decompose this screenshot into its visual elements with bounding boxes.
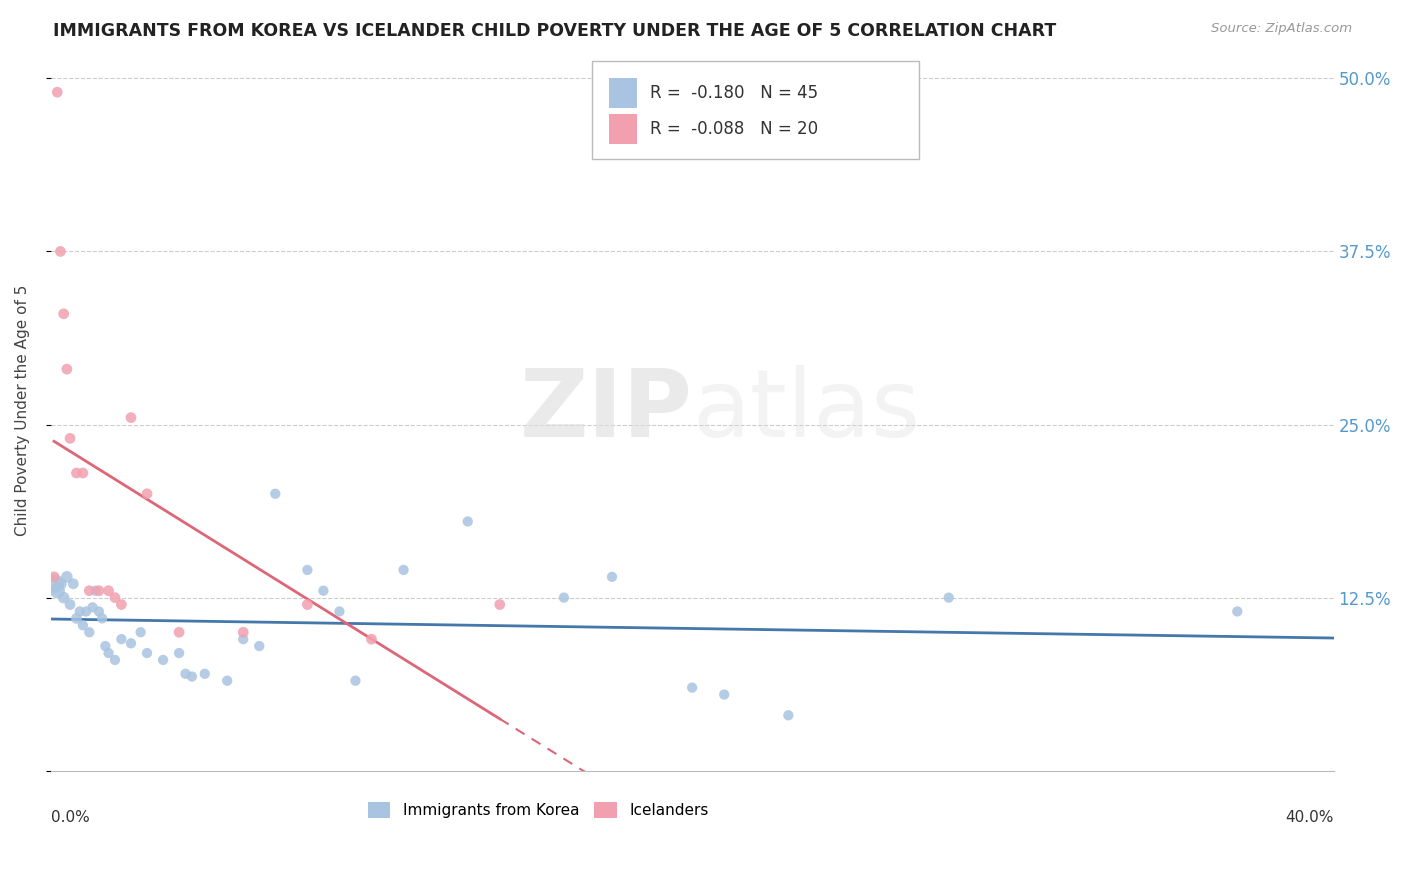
Point	[152, 653, 174, 667]
Legend: Immigrants from Korea, Icelanders: Immigrants from Korea, Icelanders	[361, 796, 716, 824]
Point	[247, 639, 270, 653]
Point	[297, 563, 319, 577]
Text: Source: ZipAtlas.com: Source: ZipAtlas.com	[1212, 22, 1353, 36]
FancyBboxPatch shape	[592, 62, 920, 159]
Point	[136, 487, 159, 501]
Point	[52, 307, 75, 321]
Point	[69, 605, 91, 619]
Point	[97, 646, 120, 660]
Point	[87, 583, 110, 598]
Point	[488, 598, 510, 612]
Point	[232, 625, 254, 640]
Point	[42, 576, 65, 591]
Text: IMMIGRANTS FROM KOREA VS ICELANDER CHILD POVERTY UNDER THE AGE OF 5 CORRELATION : IMMIGRANTS FROM KOREA VS ICELANDER CHILD…	[53, 22, 1057, 40]
Point	[46, 85, 69, 99]
Text: ZIP: ZIP	[519, 365, 692, 457]
Point	[217, 673, 239, 688]
Point	[136, 646, 159, 660]
FancyBboxPatch shape	[609, 78, 637, 108]
Point	[328, 605, 350, 619]
Point	[110, 598, 132, 612]
Text: atlas: atlas	[692, 365, 921, 457]
Point	[82, 600, 104, 615]
Point	[167, 646, 190, 660]
Point	[91, 611, 114, 625]
Point	[167, 625, 190, 640]
Point	[72, 466, 94, 480]
Point	[104, 591, 127, 605]
Point	[79, 625, 101, 640]
Point	[344, 673, 367, 688]
Text: R =  -0.088   N = 20: R = -0.088 N = 20	[650, 120, 818, 138]
Point	[264, 487, 287, 501]
Point	[457, 515, 479, 529]
Point	[1226, 605, 1249, 619]
Point	[75, 605, 97, 619]
Point	[681, 681, 703, 695]
Point	[938, 591, 960, 605]
Point	[52, 591, 75, 605]
Point	[312, 583, 335, 598]
Point	[65, 611, 87, 625]
Point	[46, 583, 69, 598]
Point	[120, 636, 142, 650]
Point	[297, 598, 319, 612]
FancyBboxPatch shape	[609, 114, 637, 145]
Point	[42, 570, 65, 584]
Point	[49, 244, 72, 259]
Point	[129, 625, 152, 640]
Point	[62, 576, 84, 591]
Point	[94, 639, 117, 653]
Point	[392, 563, 415, 577]
Point	[59, 431, 82, 445]
Text: 40.0%: 40.0%	[1285, 810, 1333, 825]
Point	[84, 583, 107, 598]
Point	[56, 570, 79, 584]
Point	[56, 362, 79, 376]
Point	[778, 708, 800, 723]
Point	[97, 583, 120, 598]
Point	[194, 666, 217, 681]
Text: R =  -0.180   N = 45: R = -0.180 N = 45	[650, 84, 818, 103]
Point	[104, 653, 127, 667]
Point	[72, 618, 94, 632]
Point	[553, 591, 575, 605]
Point	[87, 605, 110, 619]
Point	[65, 466, 87, 480]
Point	[174, 666, 197, 681]
Point	[49, 576, 72, 591]
Point	[360, 632, 382, 647]
Text: 0.0%: 0.0%	[51, 810, 90, 825]
Point	[110, 632, 132, 647]
Point	[59, 598, 82, 612]
Point	[713, 688, 735, 702]
Point	[120, 410, 142, 425]
Point	[600, 570, 623, 584]
Y-axis label: Child Poverty Under the Age of 5: Child Poverty Under the Age of 5	[15, 285, 30, 536]
Point	[181, 669, 204, 683]
Point	[232, 632, 254, 647]
Point	[79, 583, 101, 598]
